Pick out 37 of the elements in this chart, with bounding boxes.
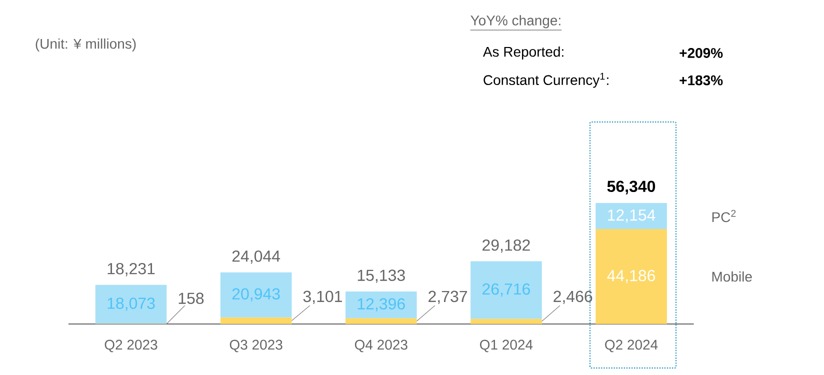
x-tick-label: Q3 2023: [230, 340, 282, 352]
total-label: 24,044: [232, 250, 280, 264]
text: PC$^{2}$: [712, 210, 736, 222]
data-label: 2,466: [554, 290, 592, 304]
bar: [596, 202, 667, 230]
total-label: 18,231: [108, 263, 155, 276]
data-label: 2,737: [428, 290, 467, 304]
bar: [95, 284, 167, 324]
bar: [220, 272, 292, 318]
data-label: 44,186: [607, 270, 656, 284]
bar: [470, 261, 542, 319]
bar: [345, 318, 417, 324]
text: +183%: [680, 75, 723, 86]
data-label: 3,101: [303, 290, 342, 304]
x-tick-label: Q2 2024: [605, 340, 658, 352]
total-label: 56,340: [607, 180, 656, 194]
x-tick-label: Q2 2023: [104, 340, 158, 352]
x-tick-label: Q4 2023: [354, 340, 408, 352]
total-label: 29,182: [482, 239, 530, 253]
bar: [220, 317, 292, 324]
bar: [345, 291, 417, 318]
total-label: 15,133: [358, 270, 405, 283]
text: Mobile: [712, 271, 752, 282]
text: Constant Currency$^{1}$:: [484, 72, 608, 88]
data-label: 12,154: [608, 209, 656, 223]
bar: [470, 318, 542, 324]
data-label: 26,716: [482, 283, 530, 297]
text: (Unit: ¥ millions): [36, 38, 136, 52]
data-label: 18,073: [108, 298, 155, 311]
data-label: 20,943: [232, 288, 280, 302]
data-label: 12,396: [358, 298, 405, 312]
data-label: 158: [178, 292, 204, 304]
text: YoY% change:: [470, 15, 560, 28]
bar: [596, 229, 667, 324]
text: +209%: [680, 48, 723, 58]
text: As Reported:: [482, 46, 564, 60]
x-tick-label: Q1 2024: [480, 340, 533, 352]
